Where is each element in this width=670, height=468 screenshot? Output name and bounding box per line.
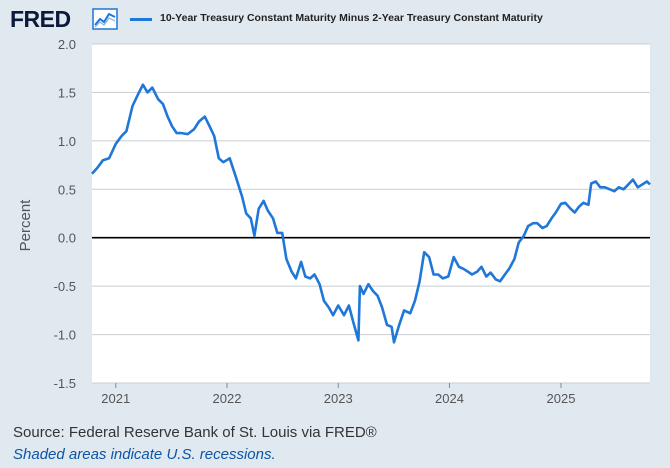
x-tick-label: 2022 [213,391,242,406]
x-axis-ticks: 2021 2022 2023 2024 2025 [101,383,575,406]
y-tick-label: -1.5 [54,376,76,391]
fred-logo[interactable]: FRED [10,6,71,32]
x-tick-label: 2025 [547,391,576,406]
legend-swatch [130,18,152,21]
y-axis-ticks: 2.0 1.5 1.0 0.5 0.0 -0.5 -1.0 -1.5 [54,37,650,391]
line-chart-icon [92,8,118,30]
source-text: Source: Federal Reserve Bank of St. Loui… [13,424,377,441]
y-tick-label: 1.5 [58,85,76,100]
series-line [91,83,651,344]
y-tick-label: 0.0 [58,231,76,246]
y-tick-label: 1.0 [58,134,76,149]
y-tick-label: 0.5 [58,182,76,197]
legend-label: 10-Year Treasury Constant Maturity Minus… [160,12,543,24]
x-tick-label: 2023 [324,391,353,406]
chart-header: FRED 10-Year Treasury Constant Maturity … [8,4,658,34]
y-tick-label: -0.5 [54,279,76,294]
x-tick-label: 2021 [101,391,130,406]
recession-note[interactable]: Shaded areas indicate U.S. recessions. [13,446,276,463]
y-axis-title: Percent [17,199,34,252]
x-tick-label: 2024 [435,391,464,406]
y-tick-label: -1.0 [54,328,76,343]
y-tick-label: 2.0 [58,37,76,52]
line-chart: 2.0 1.5 1.0 0.5 0.0 -0.5 -1.0 -1.5 2021 2022 2023… [17,37,651,406]
plot-area [92,44,650,383]
